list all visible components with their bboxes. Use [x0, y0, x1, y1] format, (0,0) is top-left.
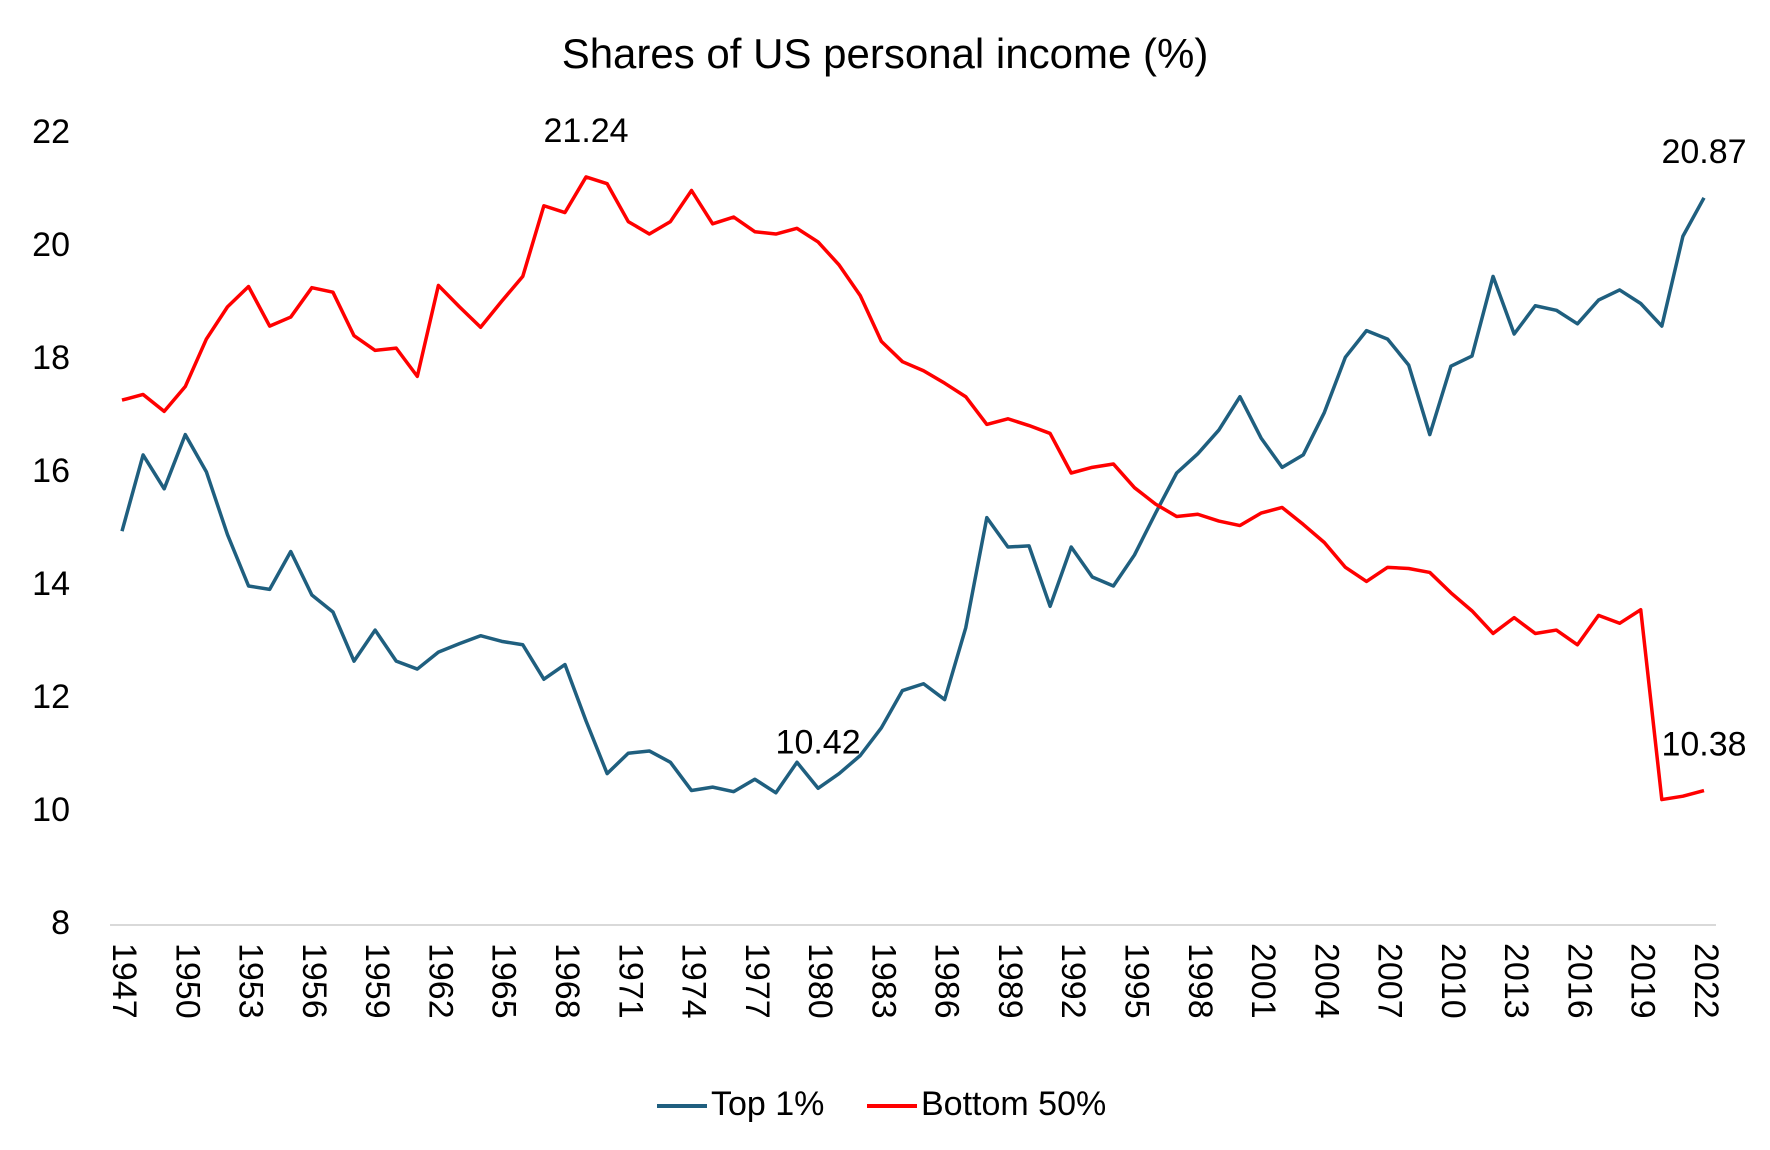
- x-tick-label: 1950: [168, 943, 206, 1019]
- x-tick-label: 2004: [1307, 943, 1345, 1019]
- x-tick-label: 1983: [864, 943, 902, 1019]
- x-tick-label: 1962: [421, 943, 459, 1019]
- y-tick-label: 14: [32, 565, 70, 603]
- y-tick-label: 8: [51, 904, 70, 942]
- data-label: 10.38: [1661, 726, 1746, 764]
- y-tick-label: 22: [32, 113, 70, 151]
- y-tick-label: 20: [32, 226, 70, 264]
- data-label: 10.42: [776, 723, 861, 761]
- x-tick-label: 1959: [358, 943, 396, 1019]
- x-tick-label: 2010: [1434, 943, 1472, 1019]
- x-tick-label: 1986: [928, 943, 966, 1019]
- y-tick-label: 10: [32, 791, 70, 829]
- y-tick-label: 16: [32, 452, 70, 490]
- x-tick-label: 1968: [548, 943, 586, 1019]
- legend-label: Bottom 50%: [921, 1085, 1106, 1123]
- x-tick-label: 1947: [105, 943, 143, 1019]
- x-tick-label: 1992: [1054, 943, 1092, 1019]
- x-tick-label: 1995: [1117, 943, 1155, 1019]
- x-tick-label: 1974: [675, 943, 713, 1019]
- x-tick-label: 1989: [991, 943, 1029, 1019]
- x-tick-label: 1953: [232, 943, 270, 1019]
- legend-label: Top 1%: [711, 1085, 824, 1123]
- x-tick-label: 2022: [1687, 943, 1725, 1019]
- x-tick-label: 2001: [1244, 943, 1282, 1019]
- data-label: 21.24: [544, 112, 629, 150]
- chart-title: Shares of US personal income (%): [562, 30, 1209, 77]
- data-label: 20.87: [1661, 133, 1746, 171]
- x-tick-label: 1977: [738, 943, 776, 1019]
- y-tick-label: 18: [32, 339, 70, 377]
- x-tick-label: 2019: [1624, 943, 1662, 1019]
- x-tick-label: 1980: [801, 943, 839, 1019]
- series-line: [121, 175, 1705, 802]
- y-tick-label: 12: [32, 678, 70, 716]
- x-tick-label: 1965: [485, 943, 523, 1019]
- x-tick-label: 2016: [1560, 943, 1598, 1019]
- x-tick-label: 2007: [1371, 943, 1409, 1019]
- x-tick-label: 2013: [1497, 943, 1535, 1019]
- series-line: [120, 197, 1706, 795]
- x-tick-label: 1971: [611, 943, 649, 1019]
- x-tick-label: 1998: [1181, 943, 1219, 1019]
- x-tick-label: 1956: [295, 943, 333, 1019]
